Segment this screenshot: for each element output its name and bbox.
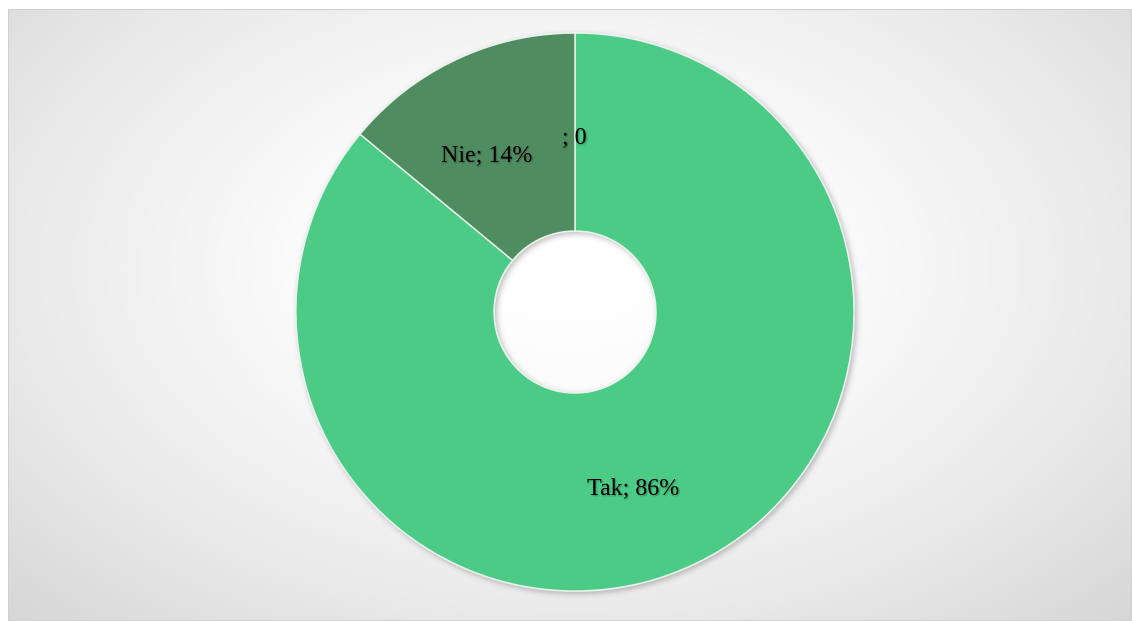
donut-slice-tak: [295, 32, 855, 592]
data-label-tak: Tak; 86%: [587, 475, 679, 501]
donut-chart: Tak; 86% Nie; 14% ; 0: [295, 32, 855, 592]
donut-slice-nie: [358, 32, 576, 262]
data-label-zero: ; 0: [562, 124, 587, 150]
data-label-nie: Nie; 14%: [441, 142, 532, 168]
chart-area: Tak; 86% Nie; 14% ; 0: [8, 9, 1132, 621]
